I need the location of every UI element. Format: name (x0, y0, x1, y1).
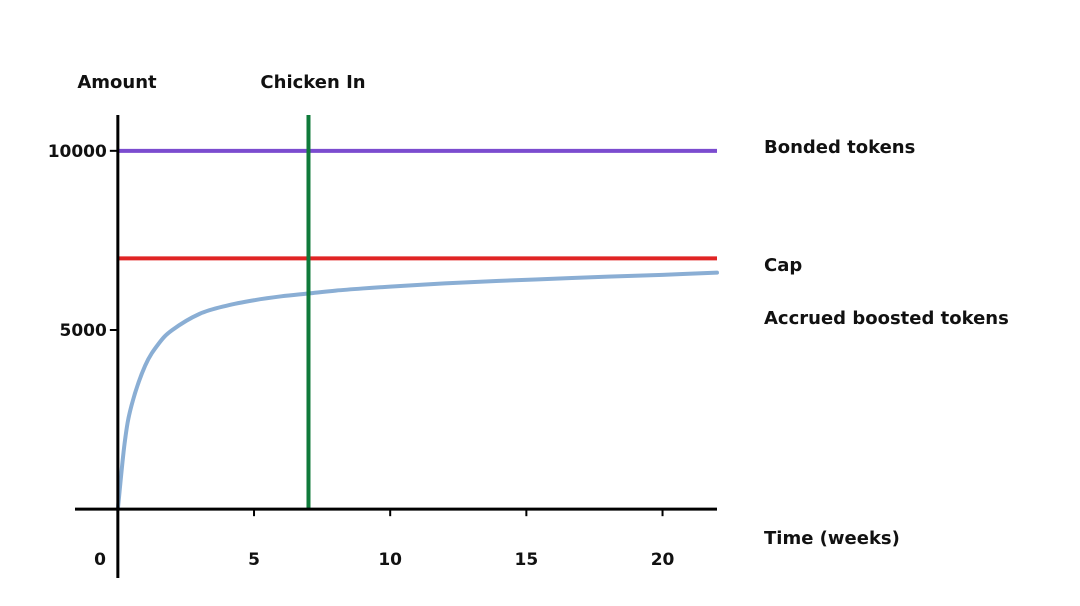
series-label-cap: Cap (764, 255, 802, 276)
series-label-bonded-tokens: Bonded tokens (764, 137, 915, 158)
axes-layer (75, 115, 717, 578)
y-axis-title: Amount (77, 72, 157, 93)
series-label-accrued-boosted-tokens: Accrued boosted tokens (764, 308, 1009, 329)
x-tick-label: 15 (515, 550, 539, 570)
x-axis-title: Time (weeks) (764, 528, 900, 549)
x-tick-label: 20 (651, 550, 675, 570)
chicken-in-label: Chicken In (260, 72, 365, 93)
series-line-accrued-boosted-tokens (115, 270, 719, 512)
x-tick-label: 0 (94, 550, 106, 570)
x-tick-label: 10 (378, 550, 402, 570)
x-tick-label: 5 (248, 550, 260, 570)
labels-layer: Amount Time (weeks) Chicken In Bonded to… (77, 72, 1008, 549)
tick-labels: 0 5 10 15 20 5000 10000 (48, 142, 675, 570)
series-layer (115, 115, 719, 512)
y-tick-label: 5000 (60, 321, 107, 341)
y-tick-label: 10000 (48, 142, 107, 162)
